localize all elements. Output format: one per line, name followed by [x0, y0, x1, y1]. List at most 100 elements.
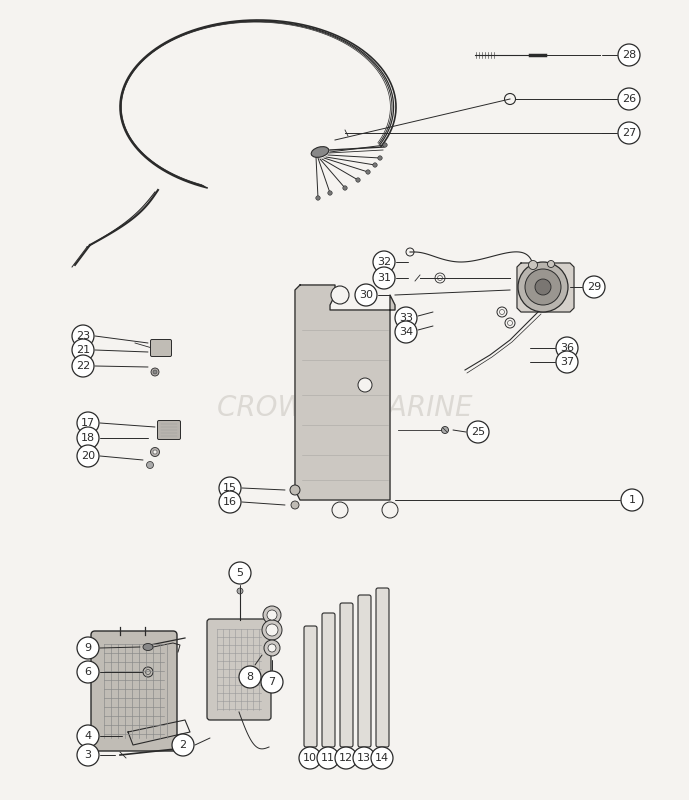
FancyBboxPatch shape: [322, 613, 335, 747]
Text: 9: 9: [85, 643, 92, 653]
Text: 31: 31: [377, 273, 391, 283]
Text: 22: 22: [76, 361, 90, 371]
Circle shape: [621, 489, 643, 511]
Text: 26: 26: [622, 94, 636, 104]
Circle shape: [267, 610, 277, 620]
FancyBboxPatch shape: [158, 421, 181, 439]
Circle shape: [147, 462, 154, 469]
Text: 21: 21: [76, 345, 90, 355]
Text: 23: 23: [76, 331, 90, 341]
Circle shape: [290, 485, 300, 495]
Circle shape: [219, 477, 241, 499]
Text: 7: 7: [269, 677, 276, 687]
Circle shape: [373, 267, 395, 289]
Circle shape: [77, 427, 99, 449]
Circle shape: [442, 426, 449, 434]
Circle shape: [356, 178, 360, 182]
Circle shape: [291, 501, 299, 509]
Text: 2: 2: [179, 740, 187, 750]
Text: 28: 28: [622, 50, 636, 60]
Circle shape: [535, 279, 551, 295]
Text: 36: 36: [560, 343, 574, 353]
Ellipse shape: [311, 146, 329, 158]
Circle shape: [151, 368, 159, 376]
Text: 27: 27: [622, 128, 636, 138]
Circle shape: [518, 262, 568, 312]
Text: 13: 13: [357, 753, 371, 763]
Circle shape: [335, 747, 357, 769]
FancyBboxPatch shape: [91, 631, 177, 751]
Circle shape: [150, 447, 159, 457]
FancyBboxPatch shape: [207, 619, 271, 720]
Text: 15: 15: [223, 483, 237, 493]
Circle shape: [153, 370, 157, 374]
Circle shape: [77, 637, 99, 659]
Circle shape: [618, 88, 640, 110]
Circle shape: [528, 261, 537, 270]
Circle shape: [72, 339, 94, 361]
Circle shape: [153, 450, 157, 454]
FancyBboxPatch shape: [376, 588, 389, 747]
Text: 29: 29: [587, 282, 601, 292]
Circle shape: [525, 269, 561, 305]
Text: 6: 6: [85, 667, 92, 677]
Circle shape: [266, 624, 278, 636]
Circle shape: [355, 284, 377, 306]
Circle shape: [72, 355, 94, 377]
Circle shape: [371, 747, 393, 769]
Circle shape: [373, 251, 395, 273]
Circle shape: [299, 747, 321, 769]
Circle shape: [556, 337, 578, 359]
FancyBboxPatch shape: [340, 603, 353, 747]
Text: 17: 17: [81, 418, 95, 428]
Circle shape: [353, 747, 375, 769]
Circle shape: [332, 502, 348, 518]
Circle shape: [328, 190, 332, 195]
Circle shape: [72, 325, 94, 347]
Text: 33: 33: [399, 313, 413, 323]
Circle shape: [358, 378, 372, 392]
FancyBboxPatch shape: [358, 595, 371, 747]
Circle shape: [77, 661, 99, 683]
Polygon shape: [295, 285, 395, 500]
Circle shape: [331, 286, 349, 304]
Circle shape: [237, 588, 243, 594]
Circle shape: [264, 640, 280, 656]
Text: 4: 4: [85, 731, 92, 741]
Circle shape: [373, 162, 377, 167]
Text: 30: 30: [359, 290, 373, 300]
Circle shape: [77, 744, 99, 766]
Circle shape: [77, 445, 99, 467]
Circle shape: [317, 747, 339, 769]
Text: 14: 14: [375, 753, 389, 763]
Circle shape: [263, 606, 281, 624]
Text: 25: 25: [471, 427, 485, 437]
Circle shape: [618, 122, 640, 144]
Text: 32: 32: [377, 257, 391, 267]
Text: 37: 37: [560, 357, 574, 367]
Circle shape: [395, 321, 417, 343]
Ellipse shape: [143, 643, 153, 650]
Circle shape: [219, 491, 241, 513]
Text: 1: 1: [628, 495, 635, 505]
Text: 8: 8: [247, 672, 254, 682]
Text: 12: 12: [339, 753, 353, 763]
Text: 34: 34: [399, 327, 413, 337]
Circle shape: [382, 502, 398, 518]
FancyBboxPatch shape: [150, 339, 172, 357]
Text: CROWLEY MARINE: CROWLEY MARINE: [217, 394, 473, 422]
Circle shape: [548, 261, 555, 267]
Circle shape: [583, 276, 605, 298]
Circle shape: [383, 142, 387, 147]
FancyBboxPatch shape: [304, 626, 317, 747]
Circle shape: [268, 644, 276, 652]
Circle shape: [316, 196, 320, 200]
Circle shape: [366, 170, 370, 174]
Circle shape: [343, 186, 347, 190]
Circle shape: [556, 351, 578, 373]
Text: 11: 11: [321, 753, 335, 763]
Circle shape: [239, 666, 261, 688]
Text: 20: 20: [81, 451, 95, 461]
Text: 18: 18: [81, 433, 95, 443]
Text: 16: 16: [223, 497, 237, 507]
